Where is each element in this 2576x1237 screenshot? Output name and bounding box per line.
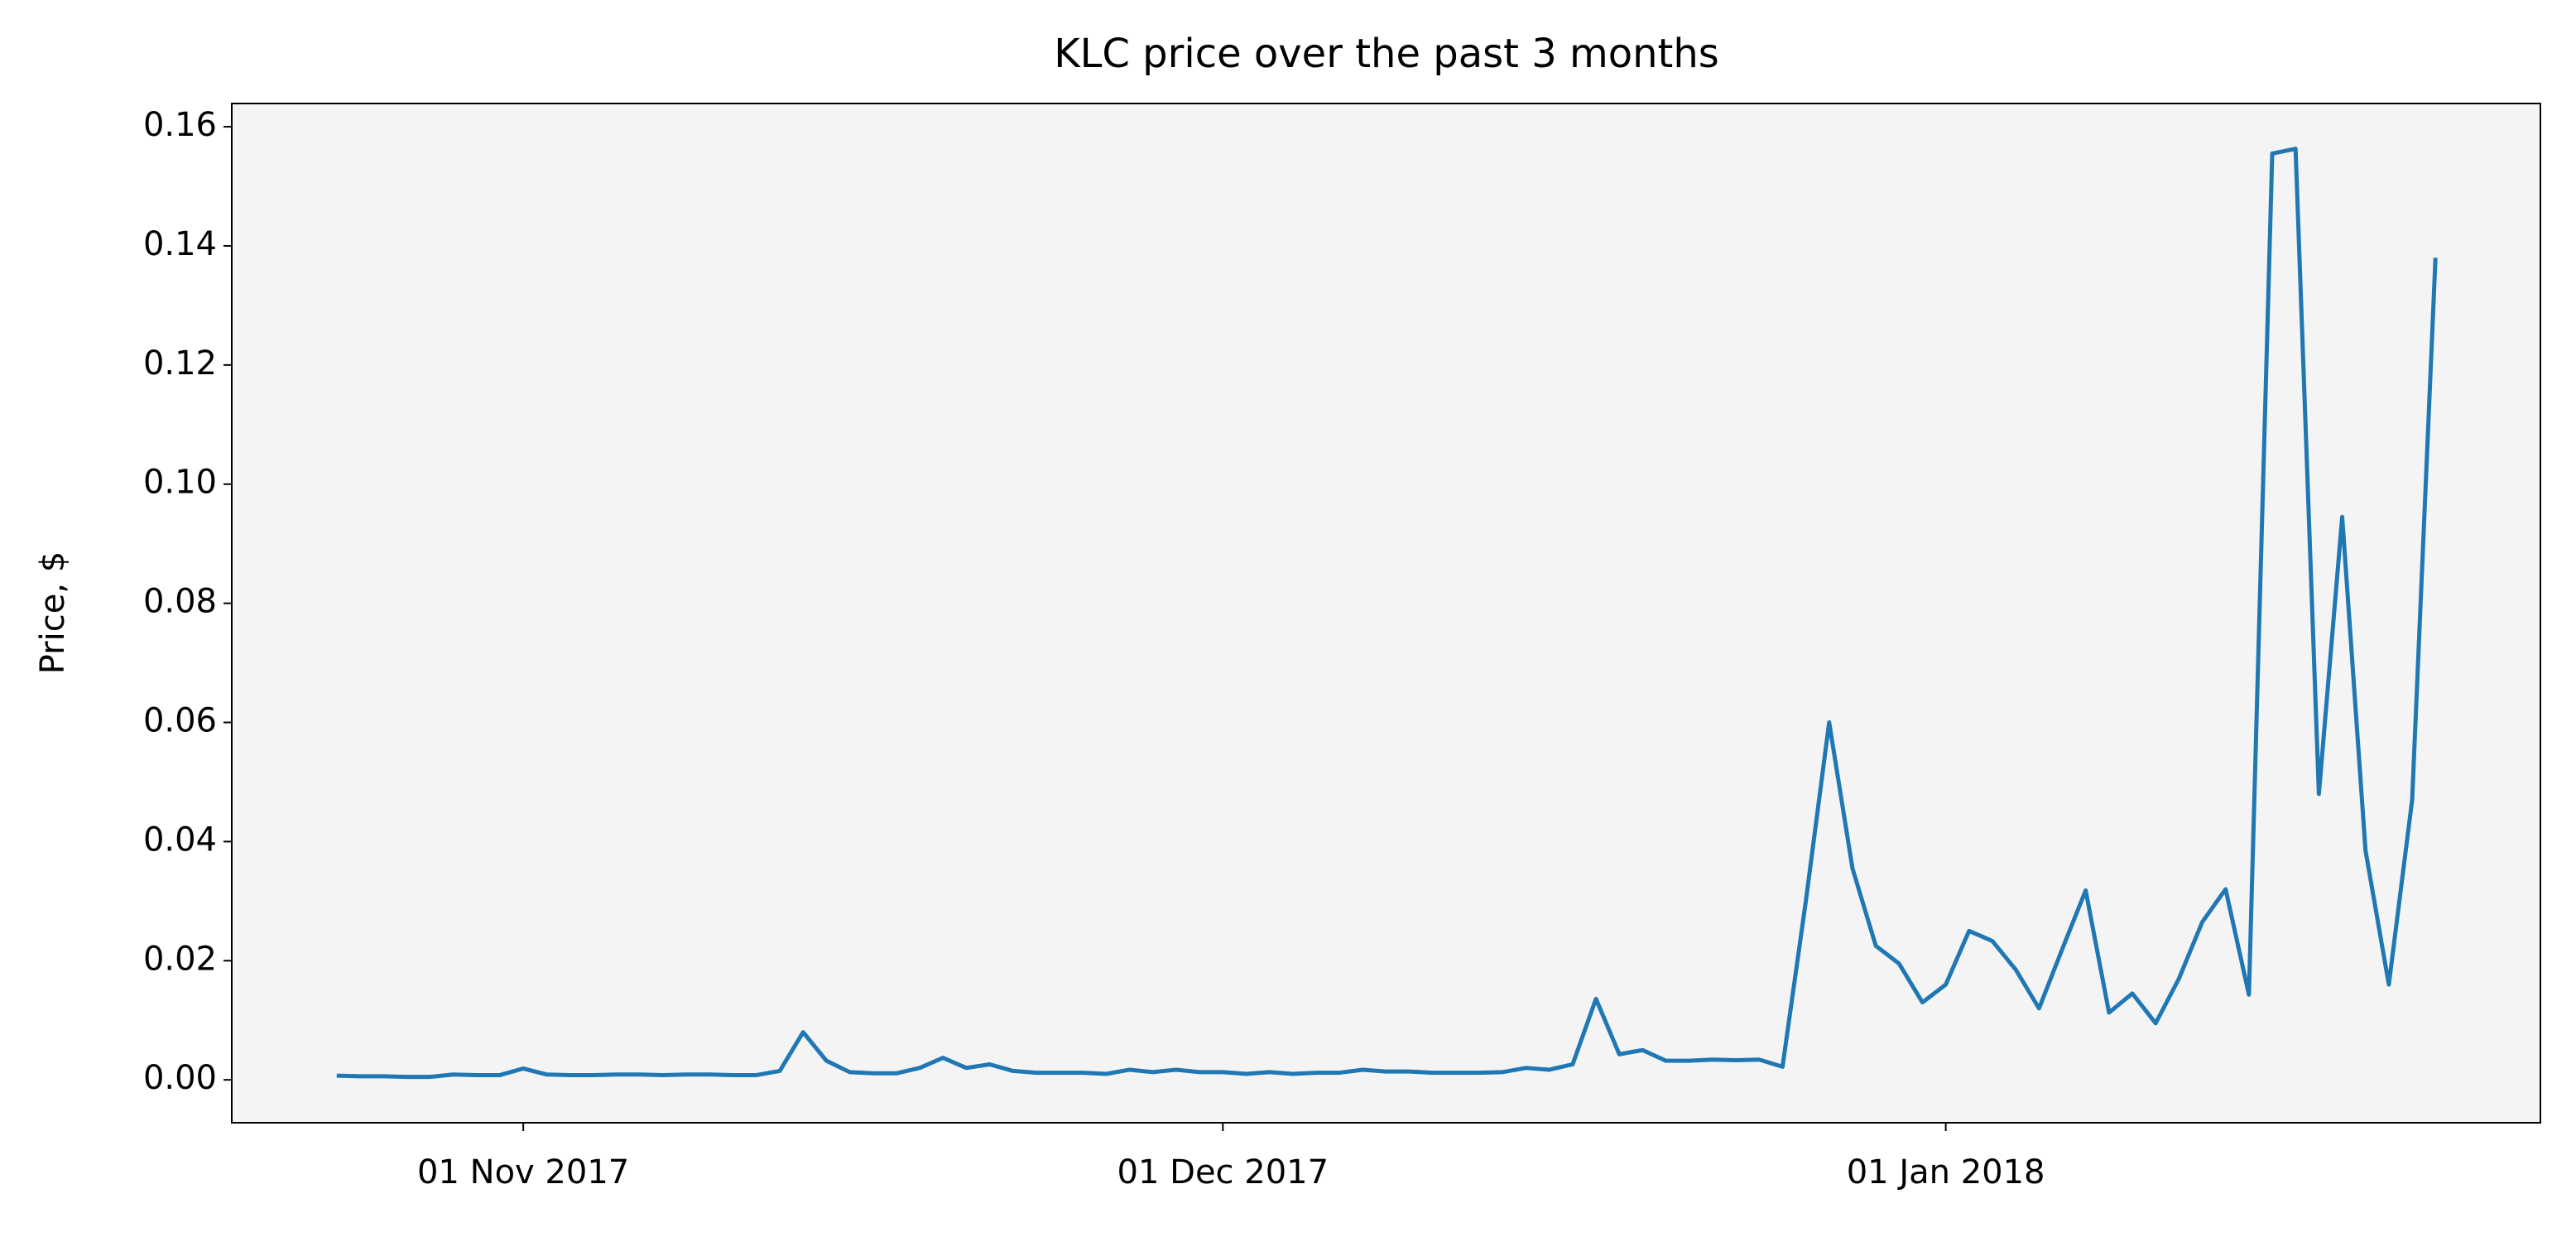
- y-tick-label: 0.14: [143, 225, 217, 263]
- y-tick-label: 0.10: [143, 464, 217, 502]
- x-tick-label: 01 Jan 2018: [1847, 1153, 2045, 1191]
- plot-area: [232, 103, 2540, 1123]
- y-tick-label: 0.06: [143, 702, 217, 740]
- y-axis-label: Price, $: [34, 551, 72, 674]
- y-tick-label: 0.12: [143, 344, 217, 383]
- y-tick-label: 0.04: [143, 821, 217, 859]
- x-tick-label: 01 Nov 2017: [417, 1153, 629, 1191]
- x-tick-label: 01 Dec 2017: [1117, 1153, 1329, 1191]
- y-tick-label: 0.08: [143, 583, 217, 621]
- y-tick-label: 0.16: [143, 106, 217, 144]
- y-tick-label: 0.00: [143, 1059, 217, 1097]
- price-line: [336, 147, 2438, 1080]
- chart-title: KLC price over the past 3 months: [1054, 31, 1719, 77]
- y-tick-label: 0.02: [143, 940, 217, 978]
- plot-frame: [231, 103, 2541, 1124]
